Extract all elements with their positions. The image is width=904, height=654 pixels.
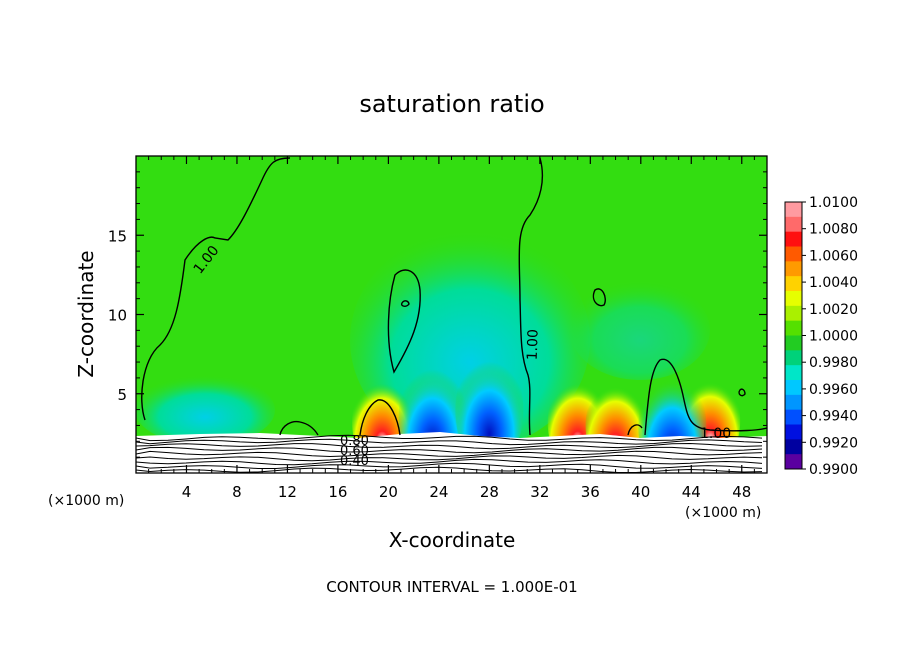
colorbar-label: 0.9960 (809, 382, 858, 398)
colorbar-swatch (785, 380, 802, 396)
x-unit-right: (×1000 m) (685, 505, 761, 521)
contour-line (359, 399, 401, 436)
colorbar-label: 1.0000 (809, 329, 858, 345)
colorbar-label: 1.0100 (809, 195, 858, 211)
x-axis-label: X-coordinate (389, 528, 516, 552)
colorbar-swatch (785, 409, 802, 425)
terrain-region (136, 432, 767, 473)
x-tick-label: 36 (581, 483, 600, 501)
y-tick-label: 15 (108, 227, 127, 245)
colorbar-swatch (785, 424, 802, 440)
colorbar-label: 1.0080 (809, 222, 858, 238)
colorbar-swatch (785, 246, 802, 262)
colorbar-swatch (785, 454, 802, 470)
contour-label: 0.60 (340, 444, 369, 459)
colorbar-swatch (785, 305, 802, 322)
colorbar-label: 0.9900 (809, 462, 858, 478)
terrain-contour-line (136, 434, 763, 442)
x-tick-label: 8 (232, 483, 242, 501)
terrain-contour-line (136, 458, 763, 466)
colorbar-label: 1.0040 (809, 275, 858, 291)
x-tick-label: 4 (182, 483, 192, 501)
colorbar-label: 0.9920 (809, 435, 858, 451)
x-tick-label: 16 (328, 483, 347, 501)
colorbar-swatch (785, 365, 802, 381)
colorbar-swatch (785, 335, 802, 351)
colorbar-label: 1.0020 (809, 302, 858, 318)
colorbar-swatch (785, 439, 802, 455)
contour-line (141, 157, 291, 421)
contour-line (400, 300, 410, 307)
y-tick-label: 10 (108, 307, 127, 325)
contour-line (738, 388, 746, 397)
colorbar-swatch (785, 216, 802, 233)
terrain-contour-line (136, 454, 763, 462)
contour-line (627, 424, 643, 436)
contour-label: 1.00 (525, 329, 542, 361)
x-axis: 4 8 12 16 20 24 28 32 36 40 44 48 (148, 156, 755, 501)
terrain-contour-line (136, 450, 763, 458)
y-axis: 5 10 15 (108, 171, 767, 458)
x-tick-label: 24 (429, 483, 448, 501)
x-tick-label: 48 (732, 483, 751, 501)
colorbar-label: 0.9980 (809, 355, 858, 371)
contour-line (518, 157, 544, 436)
colorbar-swatch (785, 394, 802, 411)
colorbar-swatch (785, 350, 802, 366)
contour-label: 0.40 (340, 454, 369, 469)
cyan-region (136, 375, 275, 445)
cyan-region (570, 280, 710, 380)
contour-lines (141, 157, 767, 436)
contour-line (387, 269, 421, 374)
colorbar-swatch (785, 231, 802, 247)
contour-label: 1.00 (700, 426, 731, 442)
colorbar-swatch (785, 320, 802, 336)
x-tick-label: 28 (480, 483, 499, 501)
terrain-contour-line (136, 446, 763, 454)
x-tick-label: 32 (530, 483, 549, 501)
contour-line (592, 288, 606, 307)
colorbar: 1.0100 1.0080 1.0060 1.0040 1.0020 1.0000 0.99… (784, 195, 858, 478)
colorbar-label: 0.9940 (809, 409, 858, 425)
x-tick-label: 20 (379, 483, 398, 501)
x-tick-label: 40 (631, 483, 650, 501)
x-tick-label: 44 (682, 483, 701, 501)
colorbar-swatch (785, 261, 802, 277)
plot-area: 1.00 1.00 1.00 0.80 0.60 0.40 (136, 156, 767, 473)
contour-line (279, 420, 319, 436)
x-unit-left: (×1000 m) (48, 493, 124, 509)
contour-interval: CONTOUR INTERVAL = 1.000E-01 (326, 578, 577, 596)
chart-title: saturation ratio (359, 90, 544, 118)
colorbar-swatch (785, 276, 802, 292)
terrain-contours (136, 434, 763, 473)
colorbar-label: 1.0060 (809, 248, 858, 264)
contour-line (644, 358, 767, 436)
x-tick-label: 12 (278, 483, 297, 501)
colorbar-swatch (785, 202, 802, 218)
contour-label: 0.80 (340, 434, 369, 449)
y-tick-label: 5 (117, 386, 127, 404)
terrain-contour-line (136, 442, 763, 450)
terrain-contour-line (136, 438, 763, 446)
y-axis-label: Z-coordinate (74, 250, 98, 377)
colorbar-swatch (785, 291, 802, 307)
